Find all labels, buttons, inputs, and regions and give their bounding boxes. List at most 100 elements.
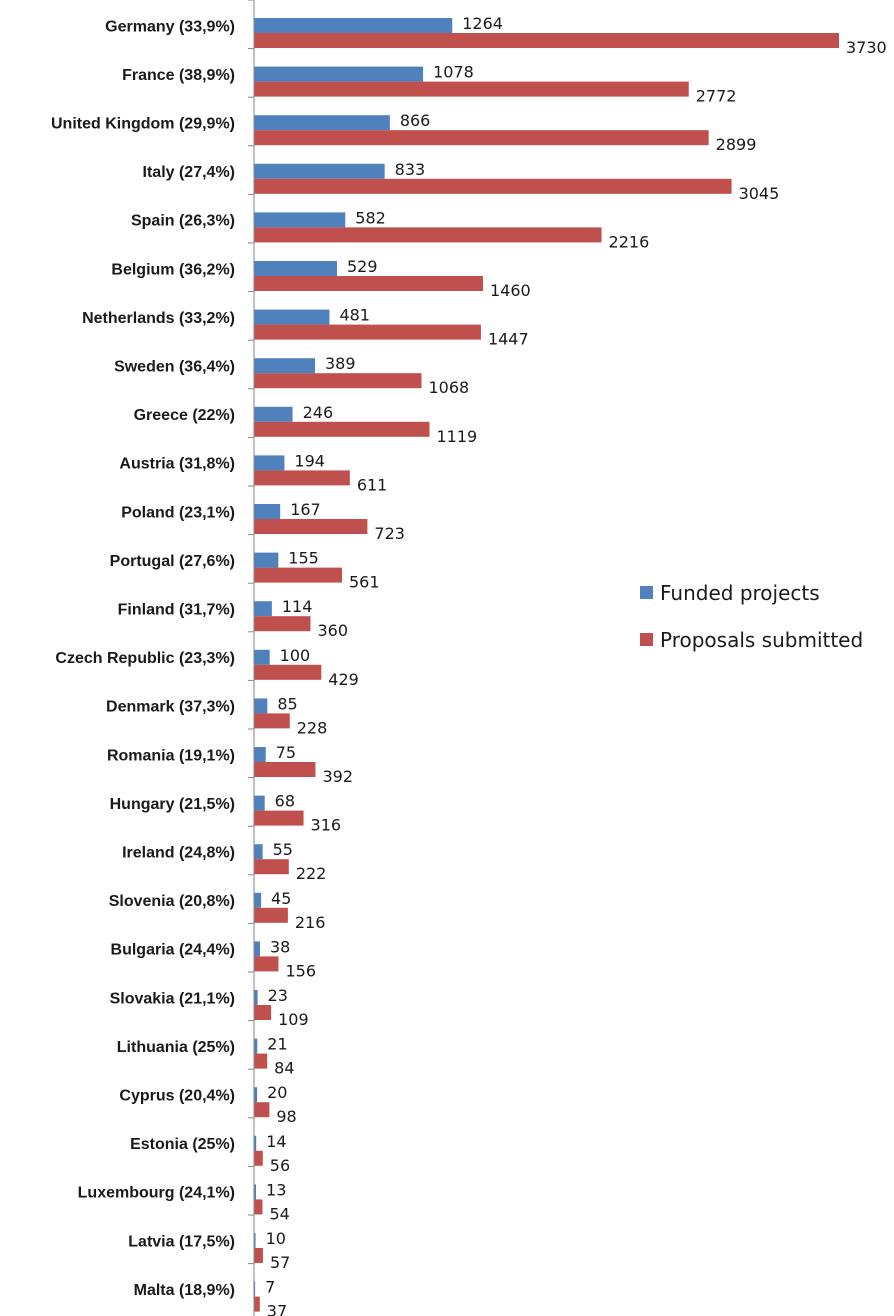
funded-projects-bar [254,1184,257,1200]
proposals-submitted-bar [254,664,322,680]
proposals-submitted-bar [254,130,709,146]
legend-label: Funded projects [660,581,820,605]
proposals-submitted-bar [254,567,342,583]
funded-projects-value-label: 14 [266,1132,286,1151]
proposals-submitted-bar [254,859,289,875]
category-label: Denmark (37,3%) [106,699,235,716]
category-label: Ireland (24,8%) [122,845,235,862]
legend-swatch [640,586,653,599]
category-label: Cyprus (20,4%) [119,1088,235,1105]
category-label: Lithuania (25%) [117,1039,235,1056]
proposals-submitted-bar [254,178,732,194]
proposals-submitted-bar [254,227,602,243]
funded-projects-value-label: 1264 [462,14,503,33]
proposals-submitted-bar [254,276,483,291]
category-label: France (38,9%) [122,67,235,84]
funded-projects-bar [254,1087,258,1103]
proposals-submitted-bar [254,907,288,923]
funded-projects-bar [254,455,285,471]
funded-projects-value-label: 21 [267,1035,287,1054]
proposals-submitted-value-label: 429 [328,670,359,689]
category-label: Malta (18,9%) [134,1282,235,1299]
proposals-submitted-value-label: 561 [349,573,380,592]
funded-projects-value-label: 155 [288,549,319,568]
funded-projects-bar [254,66,424,82]
funded-projects-value-label: 114 [282,597,313,616]
category-label: Slovenia (20,8%) [109,893,235,910]
proposals-submitted-bar [254,470,350,486]
funded-projects-bar [254,601,272,617]
proposals-submitted-value-label: 156 [285,961,316,980]
funded-projects-value-label: 1078 [433,63,474,82]
proposals-submitted-bar [254,324,481,340]
proposals-submitted-bar [254,762,316,777]
category-label: Germany (33,9%) [105,18,235,35]
funded-projects-bar [254,212,346,228]
category-label: Slovakia (21,1%) [110,990,235,1007]
proposals-submitted-bar [254,1102,270,1118]
funded-projects-value-label: 45 [271,889,291,908]
funded-projects-bar [254,1135,257,1151]
funded-projects-value-label: 194 [294,451,325,470]
proposals-submitted-value-label: 98 [276,1107,296,1126]
proposals-submitted-bar [254,1150,263,1166]
proposals-submitted-value-label: 316 [311,816,342,835]
funded-projects-bar [254,941,260,957]
funded-projects-bar [254,552,279,568]
funded-projects-value-label: 100 [280,646,311,665]
category-label: Czech Republic (23,3%) [55,650,235,667]
funded-projects-value-label: 75 [276,743,296,762]
proposals-submitted-bar [254,810,304,826]
proposals-submitted-value-label: 57 [270,1253,290,1272]
funded-projects-bar [254,649,270,665]
proposals-submitted-value-label: 54 [269,1204,289,1223]
proposals-submitted-bar [254,1296,260,1312]
category-label: Portugal (27,6%) [110,553,235,570]
category-label: Netherlands (33,2%) [82,310,235,327]
category-label: Sweden (36,4%) [114,359,235,376]
proposals-submitted-bar [254,81,689,97]
funded-projects-value-label: 7 [265,1278,275,1297]
funded-projects-bar [254,1233,256,1248]
proposals-submitted-value-label: 56 [270,1156,290,1175]
funded-projects-value-label: 85 [277,694,297,713]
funded-projects-value-label: 582 [355,208,386,227]
funded-projects-bar [254,990,258,1005]
funded-projects-bar [254,698,268,714]
funded-projects-value-label: 10 [266,1229,286,1248]
proposals-submitted-value-label: 216 [295,913,326,932]
proposals-submitted-value-label: 1068 [429,378,470,397]
proposals-submitted-bar [254,519,368,534]
funded-projects-value-label: 246 [303,403,334,422]
category-label: Poland (23,1%) [121,504,235,521]
proposals-submitted-value-label: 2772 [696,87,737,106]
category-label: Luxembourg (24,1%) [78,1185,235,1202]
category-label: Romania (19,1%) [107,747,235,764]
proposals-submitted-value-label: 37 [267,1302,287,1316]
funded-projects-bar [254,358,316,374]
legend-swatch [640,633,653,646]
category-label: Austria (31,8%) [119,456,235,473]
proposals-submitted-value-label: 360 [317,621,348,640]
funded-projects-value-label: 20 [267,1083,287,1102]
proposals-submitted-bar [254,1005,272,1020]
proposals-submitted-bar [254,616,311,632]
funded-projects-value-label: 23 [268,986,288,1005]
proposals-submitted-bar [254,713,290,729]
proposals-submitted-value-label: 2216 [609,232,650,251]
funded-projects-bar [254,892,262,908]
funded-projects-value-label: 866 [400,111,431,130]
proposals-submitted-value-label: 109 [278,1010,309,1029]
proposals-submitted-value-label: 228 [297,718,328,737]
proposals-submitted-bar [254,1199,263,1215]
category-label: Hungary (21,5%) [110,796,235,813]
funded-projects-bar [254,163,385,179]
funded-projects-value-label: 38 [270,937,290,956]
funded-projects-bar [254,504,281,519]
funded-projects-value-label: 481 [339,306,370,325]
category-label: Bulgaria (24,4%) [111,942,235,959]
legend-label: Proposals submitted [660,628,863,652]
proposals-submitted-value-label: 723 [374,524,405,543]
